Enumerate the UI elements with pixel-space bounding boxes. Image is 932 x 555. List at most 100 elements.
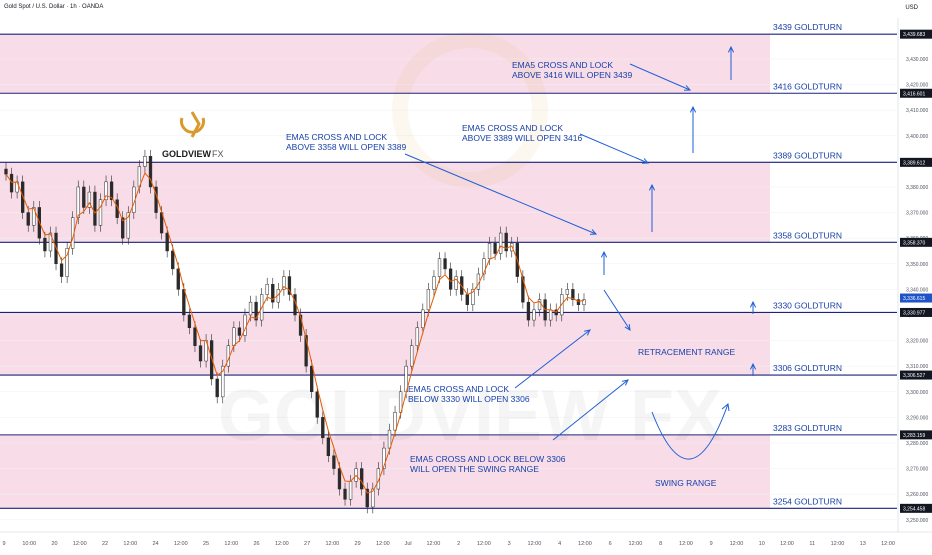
candle-body [65,248,69,277]
x-tick-label: 11 [809,541,815,547]
y-tick-label: 3,410.000 [906,108,928,114]
y-tick-label: 3,270.000 [906,467,928,473]
candle-body [371,488,375,508]
x-tick-label: 8 [659,541,662,547]
candle-body [287,276,292,295]
x-tick-label: 10 [759,541,765,547]
level-price-label: 3,254.458 [903,506,925,512]
candle-body [298,314,303,336]
annotation-text: EMA5 CROSS AND LOCK BELOW 3330 WILL OPEN … [408,384,530,404]
annotation-arrow [629,63,691,91]
candle-body [576,299,581,305]
candle-body [121,217,125,239]
level-label: 3254 GOLDTURN [773,496,842,506]
annotation-text: EMA5 CROSS AND LOCK ABOVE 3358 WILL OPEN … [286,132,406,152]
x-tick-label: 25 [203,541,209,547]
candle-body [482,258,486,275]
candle-body [4,168,8,175]
annotation-text: EMA5 CROSS AND LOCK BELOW 3306 WILL OPEN … [410,454,566,474]
zone-3 [0,434,770,509]
candle-body [87,191,92,208]
candle-body [9,173,14,193]
x-tick-label: 12:00 [174,541,188,547]
annotation-text: SWING RANGE [655,478,717,488]
candle-body [471,289,475,305]
y-tick-label: 3,260.000 [906,492,928,498]
level-label: 3439 GOLDTURN [773,22,842,32]
x-tick-label: 6 [609,541,612,547]
candle-body [337,468,342,490]
candle-body [126,212,130,239]
y-tick-label: 3,340.000 [906,287,928,293]
annotation-arrow [603,289,631,331]
arrows-layer [404,45,757,460]
candle-body [215,378,219,398]
candle-body [165,232,169,252]
candle-body [398,391,403,413]
candle-body [271,283,275,303]
candle-body [348,481,353,500]
watermark-text: GOLDVIEW FX [218,376,722,456]
y-tick-label: 3,280.000 [906,441,928,447]
x-tick-label: 12:00 [224,541,238,547]
candle-body [332,455,336,469]
candle-body [98,199,103,226]
level-price-label: 3,330.977 [903,310,925,316]
level-label: 3306 GOLDTURN [773,363,842,373]
level-price-label: 3,389.612 [903,160,925,166]
x-tick-label: 12:00 [730,541,744,547]
candle-body [549,309,553,321]
candle-body [532,309,536,321]
price-axis[interactable]: 3,250.000 3,260.000 3,270.000 3,280.000 3,29… [897,18,928,532]
level-label: 3330 GOLDTURN [773,300,842,310]
x-tick-label: 12:00 [426,541,440,547]
level-price-tag [900,370,932,380]
candle-body [198,345,203,362]
candle-body [148,155,153,188]
candle-body [421,309,425,329]
level-label: 3389 GOLDTURN [773,150,842,160]
candle-body [443,258,447,270]
x-tick-label: 12:00 [73,541,87,547]
level-price-tag [900,29,932,39]
candle-body [209,340,214,380]
candle-body [321,417,325,439]
candle-body [221,365,225,398]
y-tick-label: 3,370.000 [906,211,928,217]
candle-body [410,345,414,367]
candle-body [171,250,175,270]
candle-body [571,289,575,300]
candle-body [415,327,419,346]
candle-body [82,186,86,208]
x-tick-label: 3 [508,541,511,547]
candle-body [76,186,80,218]
logo-mark-icon [180,117,205,134]
candle-body [109,181,114,201]
annotation-text: RETRACEMENT RANGE [638,347,735,357]
y-tick-label: 3,420.000 [906,83,928,89]
level-price-tag [900,88,932,98]
candle-body [26,212,30,226]
x-tick-label: 27 [304,541,310,547]
candle-body [448,268,453,290]
zone-1 [0,162,770,243]
y-tick-label: 3,320.000 [906,339,928,345]
level-price-tag [900,307,932,317]
goldview-logo: GOLDVIEWFX [162,111,224,159]
time-axis[interactable]: 9 10:00 20 12:00 22 12:00 24 12:00 25 12:00 26 12:0… [0,531,932,547]
level-price-tag [900,503,932,513]
arrowhead-icon [749,362,757,370]
x-tick-label: 12:00 [831,541,845,547]
svg-text:GOLDVIEWFX: GOLDVIEWFX [162,149,224,159]
ema5-line [5,172,585,494]
candle-body [487,243,492,259]
candle-body [382,447,386,469]
candle-body [315,391,319,418]
level-price-tag [900,157,932,167]
candle-body [376,468,381,490]
candle-body [237,327,242,336]
candle-body [565,289,569,295]
candle-body [310,365,314,393]
